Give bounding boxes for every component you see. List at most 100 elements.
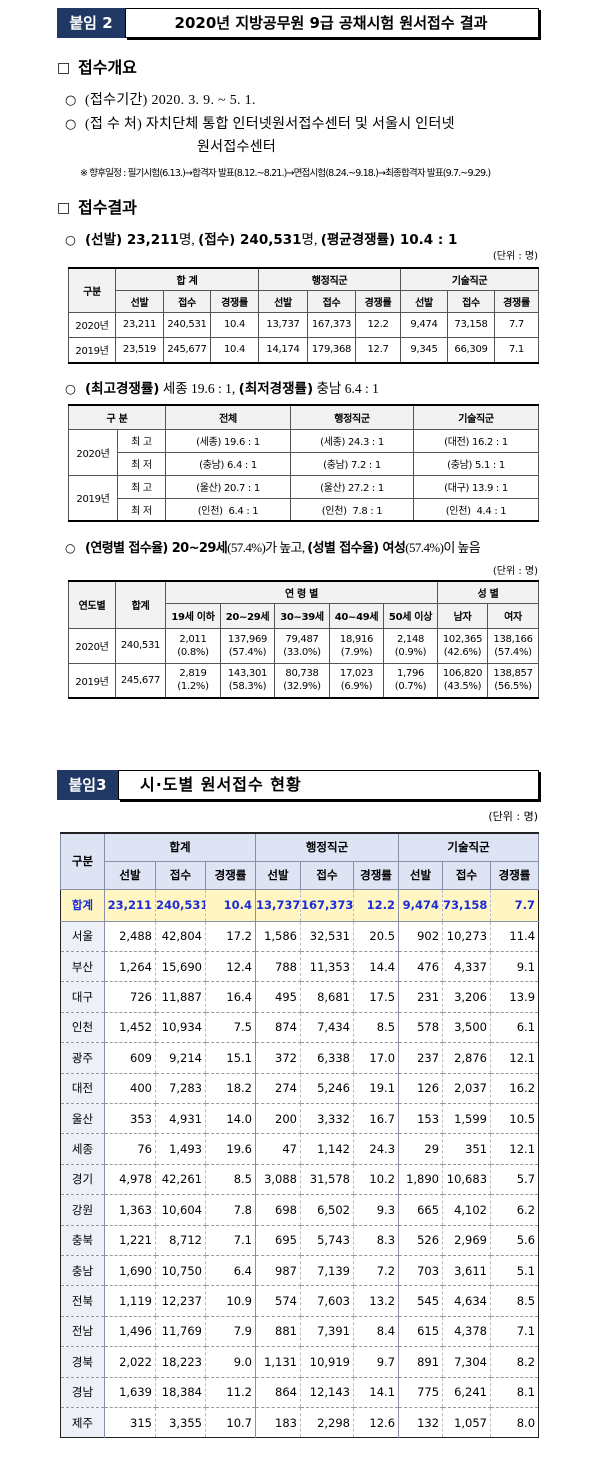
cell: 240,531 xyxy=(115,627,166,664)
row-label: 부산 xyxy=(60,951,105,983)
emphasis: (최저경쟁률) xyxy=(238,381,314,397)
cell: 1,452 xyxy=(104,1012,156,1044)
section-heading: 접수결과 xyxy=(78,198,137,217)
text: 명, xyxy=(178,232,199,247)
cell: 10,934 xyxy=(155,1012,206,1044)
cell: 7,603 xyxy=(300,1285,354,1317)
cell: 18,384 xyxy=(155,1377,206,1409)
row-label: 경북 xyxy=(60,1346,105,1378)
cell: 12.4 xyxy=(205,951,256,983)
percent: (6.9%) xyxy=(340,681,373,693)
section-heading: 접수개요 xyxy=(78,58,137,77)
cell: 66,309 xyxy=(447,336,495,364)
cell: (대구) 13.9 : 1 xyxy=(413,474,540,499)
cell: 80,738 (32.9%) xyxy=(274,662,330,699)
cell: 9.0 xyxy=(205,1346,256,1378)
percent: (0.7%) xyxy=(394,681,427,693)
cell: 1,690 xyxy=(104,1255,156,1287)
cell: 167,373 xyxy=(300,889,354,922)
cell: 10.4 xyxy=(210,336,259,364)
cell: 73,158 xyxy=(442,889,491,922)
data-table: 구 분 전체 행정직군 기술직군 2020년 최 고 (세종) 19.6 : 1 (세종) 2… xyxy=(67,404,540,522)
cell: 126 xyxy=(398,1073,443,1104)
cell: 16.4 xyxy=(205,981,256,1013)
sub-header: 선발 xyxy=(398,860,444,890)
row-label: 2020년 xyxy=(68,311,116,338)
cell: 6.2 xyxy=(490,1194,539,1226)
data-row: 세종 76 1,493 19.6 47 1,142 24.3 29 351 12.1 xyxy=(60,1133,539,1165)
title-box xyxy=(125,8,539,38)
cell: 15,690 xyxy=(155,951,206,983)
row-label: 합계 xyxy=(60,889,105,922)
data-row: 인천 1,452 10,934 7.5 874 7,434 8.5 578 3,500 6.1 xyxy=(60,1012,539,1044)
cell: 775 xyxy=(398,1377,443,1409)
cell: 4,378 xyxy=(442,1316,491,1348)
bullet: ○ xyxy=(65,117,77,132)
cell: 20.5 xyxy=(352,921,399,952)
sub-header: 경쟁률 xyxy=(494,289,539,313)
cell: (충남) 6.4 : 1 xyxy=(165,451,292,476)
cell: 495 xyxy=(255,981,301,1013)
cell: 23,519 xyxy=(115,336,164,364)
cell: 3,332 xyxy=(300,1103,354,1135)
row-label: 충북 xyxy=(60,1225,105,1256)
cell: (인천) 6.4 : 1 xyxy=(165,497,292,522)
cell: 16.2 xyxy=(490,1073,539,1104)
sub-header: 선발 xyxy=(258,289,308,313)
cell: 2,037 xyxy=(442,1073,491,1104)
cell: 351 xyxy=(442,1133,491,1165)
sub-header: 선발 xyxy=(400,289,448,313)
row-label: 최 고 xyxy=(116,474,167,499)
cell: 14.0 xyxy=(205,1103,256,1135)
cell: 274 xyxy=(255,1073,301,1104)
document-title: 시·도별 원서접수 현황 xyxy=(140,775,302,794)
data-row: 경남 1,639 18,384 11.2 864 12,143 14.1 775 6,241 8.… xyxy=(60,1377,539,1409)
badge: 붙임 2 xyxy=(69,14,113,32)
row-label: 충남 xyxy=(60,1255,105,1287)
cell: 7.2 xyxy=(352,1255,399,1287)
cell: 10.2 xyxy=(352,1164,399,1196)
summary-line: (선발) 23,211명, (접수) 240,531명, (평균경쟁률) 10.… xyxy=(85,230,457,250)
cell: 10,919 xyxy=(300,1346,354,1378)
cell: 200 xyxy=(255,1103,301,1135)
cell: 240,531 xyxy=(155,889,206,922)
cell: 2,876 xyxy=(442,1042,491,1074)
sub-header: 접수 xyxy=(155,860,206,890)
cell: 10,604 xyxy=(155,1194,206,1226)
group-header: 행정직군 xyxy=(258,267,401,291)
cell: 183 xyxy=(255,1407,301,1439)
data-row: 제주 315 3,355 10.7 183 2,298 12.6 132 1,057 8.0 xyxy=(60,1407,539,1439)
cell: 891 xyxy=(398,1346,443,1378)
cell: 138,166 (57.4%) xyxy=(487,627,540,664)
cell: 10.9 xyxy=(205,1285,256,1317)
cell: 8.0 xyxy=(490,1407,539,1439)
cell: 400 xyxy=(104,1073,156,1104)
cell: 1,119 xyxy=(104,1285,156,1317)
cell: 12,143 xyxy=(300,1377,354,1409)
data-row: 대전 400 7,283 18.2 274 5,246 19.1 126 2,037 16.2 xyxy=(60,1073,539,1104)
row-label: 세종 xyxy=(60,1133,105,1165)
cell: 9,345 xyxy=(400,336,448,364)
emphasis: (접수) 240,531 xyxy=(198,232,302,248)
cell: 11.2 xyxy=(205,1377,256,1409)
document-title: 2020년 지방공무원 9급 공채시험 원서접수 결과 xyxy=(174,14,488,32)
cell: (세종) 24.3 : 1 xyxy=(290,428,415,453)
cell: 12.7 xyxy=(355,336,401,364)
cell: 695 xyxy=(255,1225,301,1256)
cell: 881 xyxy=(255,1316,301,1348)
schedule-note: ※ 향후일정 : 필기시험(6.13.)→합격자 발표(8.12.~8.21.)… xyxy=(80,168,491,179)
sub-header: 접수 xyxy=(163,289,211,313)
item-text: (접 수 처) 자치단체 통합 인터넷원서접수센터 및 서울시 인터넷 xyxy=(85,117,455,132)
cell: 143,301 (58.3%) xyxy=(220,662,275,699)
cell: 10,750 xyxy=(155,1255,206,1287)
cell: 615 xyxy=(398,1316,443,1348)
cell: 372 xyxy=(255,1042,301,1074)
percent: (43.5%) xyxy=(443,681,482,693)
cell: 2,969 xyxy=(442,1225,491,1256)
cell: 24.3 xyxy=(352,1133,399,1165)
cell: 1,221 xyxy=(104,1225,156,1256)
bullet: ○ xyxy=(65,93,77,108)
sub-header: 50세 이상 xyxy=(382,602,439,629)
